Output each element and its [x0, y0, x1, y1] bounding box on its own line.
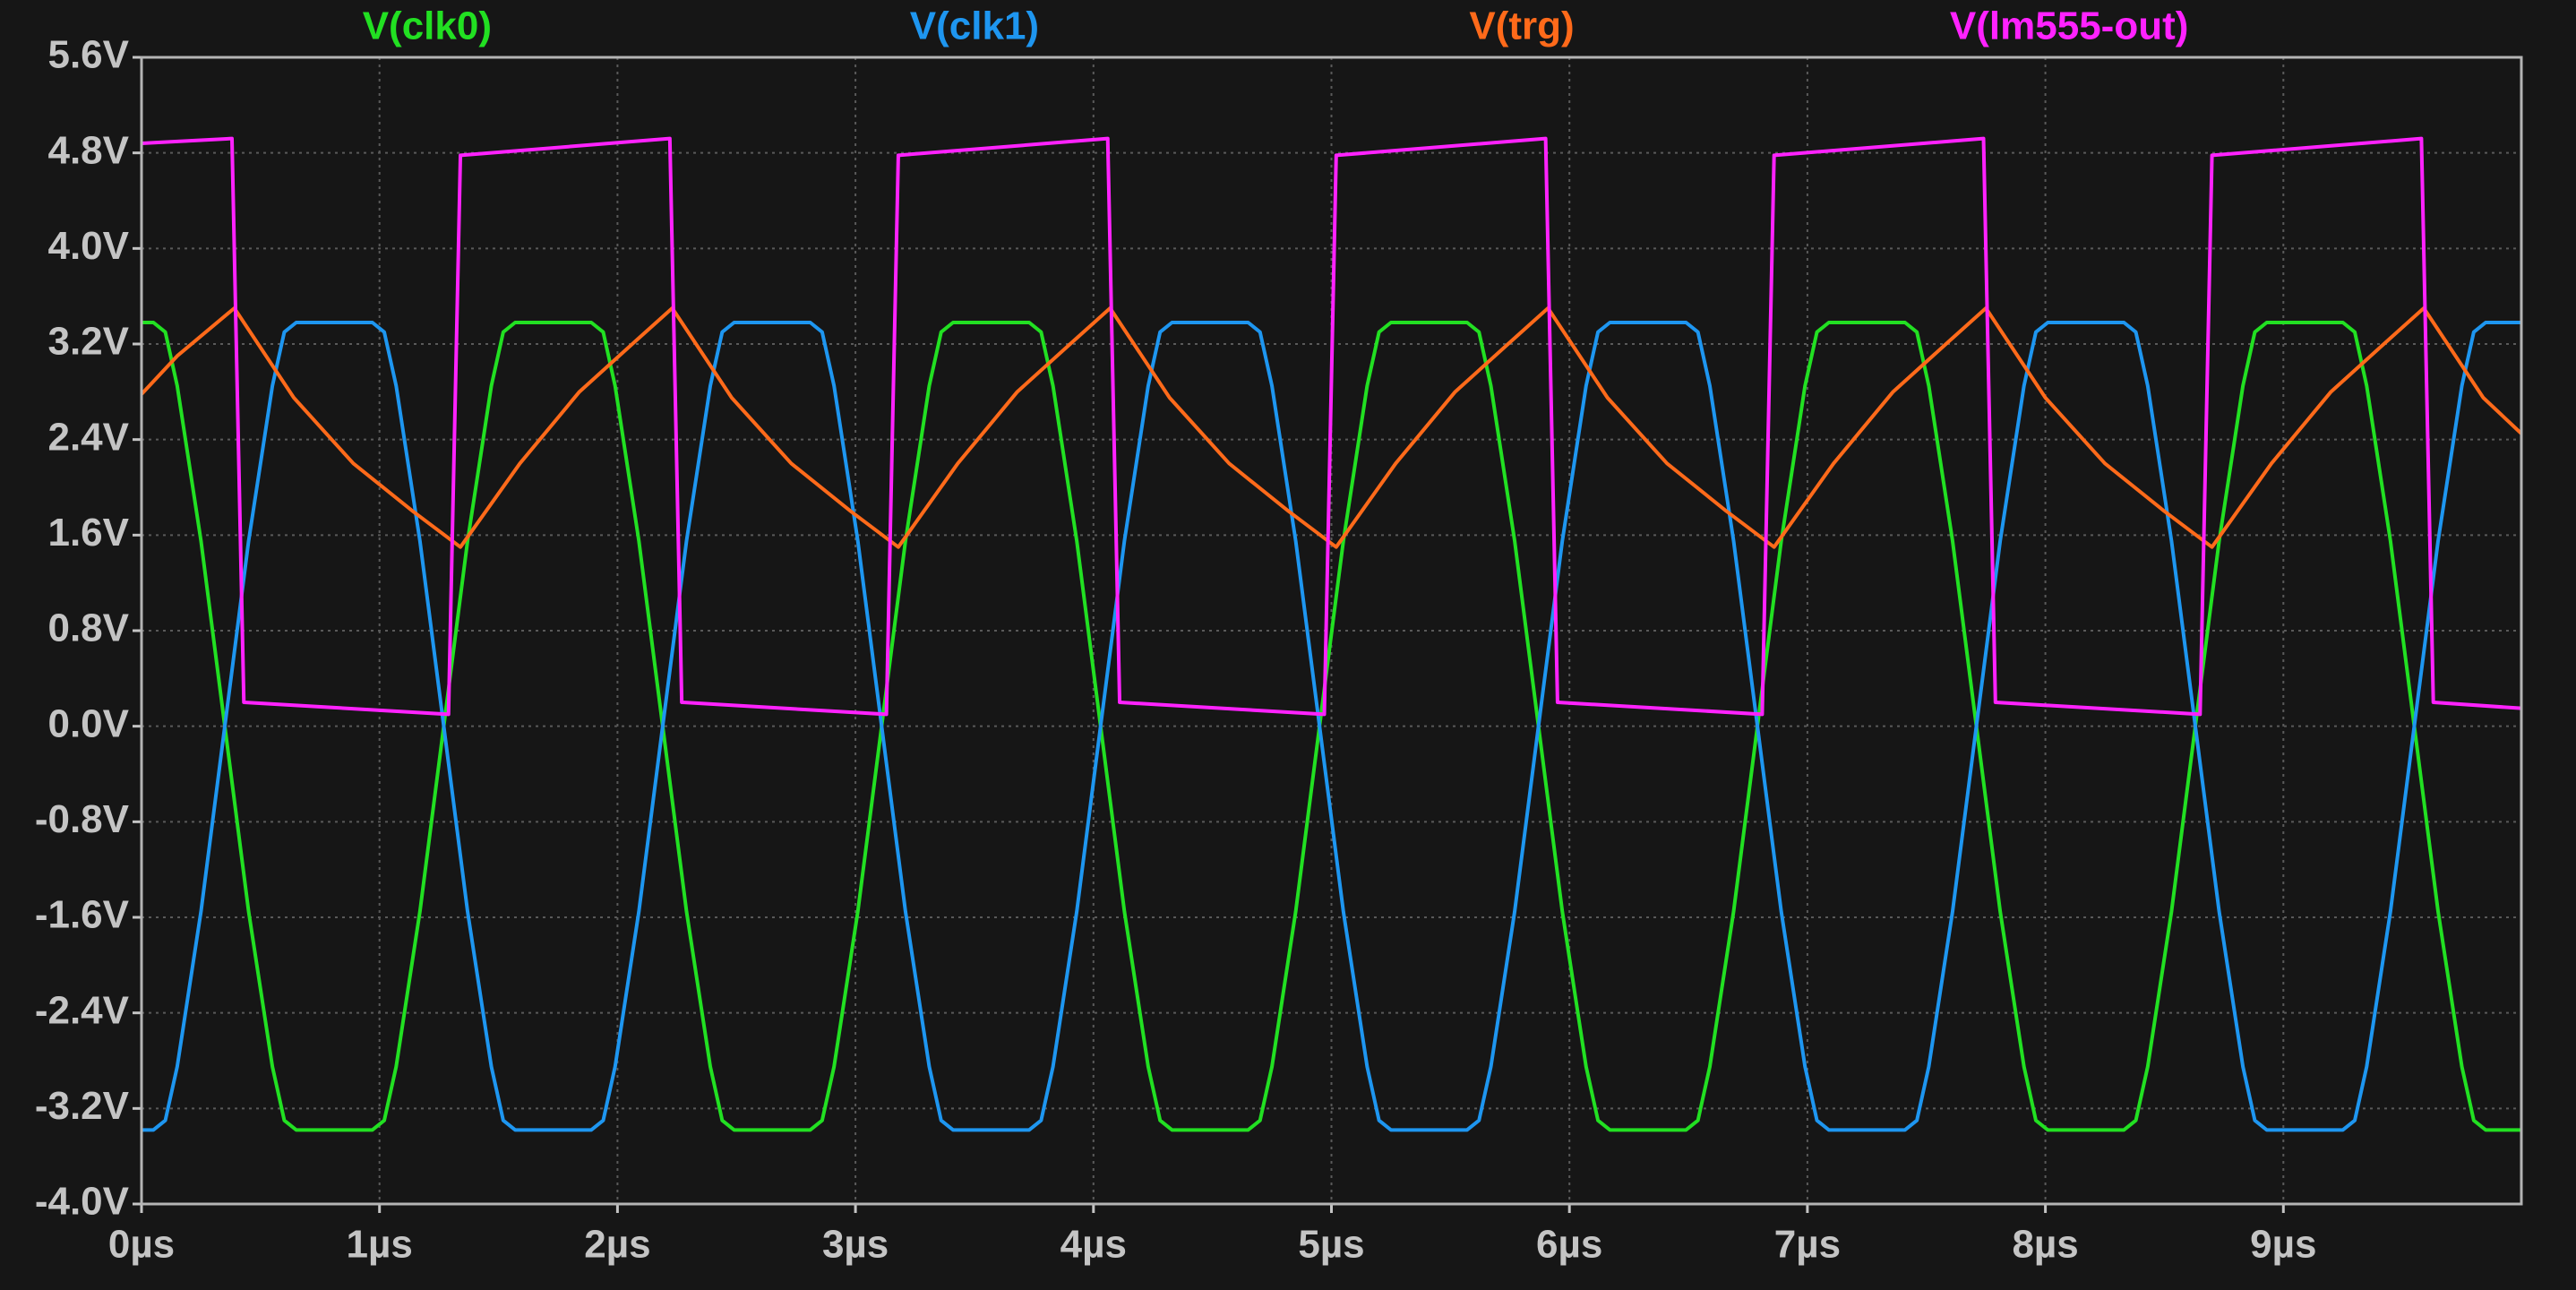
x-tick-label: 5µs	[1298, 1223, 1364, 1267]
y-tick-label: 4.8V	[47, 128, 129, 172]
x-tick-label: 9µs	[2250, 1223, 2316, 1267]
x-tick-label: 2µs	[584, 1223, 650, 1267]
x-tick-label: 8µs	[2012, 1223, 2078, 1267]
y-tick-label: -0.8V	[35, 797, 130, 841]
y-tick-label: 0.8V	[47, 606, 129, 650]
y-tick-label: 5.6V	[47, 33, 129, 77]
y-tick-label: 0.0V	[47, 701, 129, 745]
legend-entry: V(trg)	[1469, 4, 1574, 48]
series-line	[142, 321, 2521, 1132]
x-tick-label: 0µs	[108, 1223, 175, 1267]
x-tick-label: 1µs	[347, 1223, 413, 1267]
y-tick-label: -1.6V	[35, 893, 130, 937]
x-tick-label: 6µs	[1536, 1223, 1602, 1267]
x-tick-label: 3µs	[822, 1223, 889, 1267]
y-tick-label: -3.2V	[35, 1084, 130, 1128]
x-tick-label: 4µs	[1060, 1223, 1127, 1267]
y-tick-label: 4.0V	[47, 224, 129, 268]
y-tick-label: -2.4V	[35, 988, 130, 1032]
x-tick-label: 7µs	[1774, 1223, 1841, 1267]
legend-entry: V(clk0)	[363, 4, 492, 48]
legend-entry: V(clk1)	[910, 4, 1039, 48]
plot-frame	[140, 56, 2523, 1206]
y-tick-label: 2.4V	[47, 415, 129, 459]
y-tick-label: -4.0V	[35, 1180, 130, 1224]
y-tick-label: 1.6V	[47, 511, 129, 555]
series-line	[141, 136, 2522, 717]
y-tick-label: 3.2V	[47, 320, 129, 364]
series-line	[140, 306, 2523, 549]
legend-entry: V(lm555-out)	[1950, 4, 2188, 48]
